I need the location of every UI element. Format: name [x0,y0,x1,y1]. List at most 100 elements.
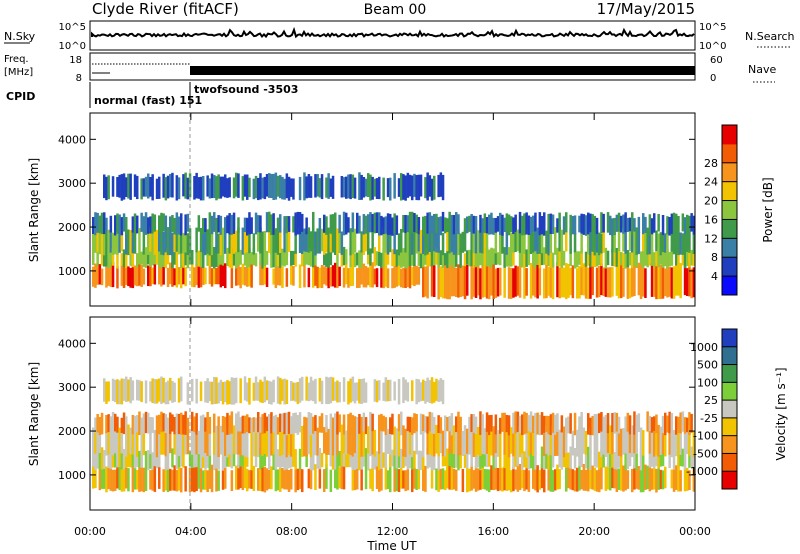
data-cell [243,231,247,254]
data-cell [191,451,194,469]
data-cell [171,469,174,491]
data-cell [690,446,693,468]
data-cell [415,430,418,455]
data-cell [393,229,396,255]
data-cell [215,252,218,268]
data-cell [582,464,586,491]
data-cell [186,382,190,405]
data-cell [331,214,335,235]
data-cell [600,263,603,296]
data-cell [177,216,181,235]
data-cell [556,218,559,233]
data-cell [677,464,680,492]
data-cell [303,416,306,431]
data-cell [534,451,537,470]
data-cell [327,246,330,268]
data-cell [279,413,282,432]
data-cell [668,267,671,297]
data-cell [309,413,313,436]
data-cell [221,448,225,471]
data-cell [285,173,289,199]
data-cell [279,175,282,199]
data-cell [206,229,209,254]
data-cell [679,412,682,434]
data-cell [345,249,348,265]
data-cell [494,227,498,254]
data-cell [276,417,280,435]
data-cell [261,446,264,468]
data-cell [118,214,121,233]
data-cell [237,248,240,266]
data-cell [525,268,528,296]
data-cell [285,448,289,470]
data-cell [162,213,165,232]
data-cell [488,469,491,493]
velocity-data [92,376,696,493]
data-cell [512,412,515,434]
data-cell [336,466,339,490]
data-cell [367,448,370,471]
data-cell [648,465,652,492]
data-cell [653,213,656,233]
data-cell [217,233,220,254]
data-cell [483,469,487,490]
data-cell [527,229,531,254]
data-cell [215,176,218,201]
data-cell [125,228,128,255]
data-cell [461,231,465,253]
data-cell [536,249,539,265]
data-cell [529,411,533,433]
data-cell [364,417,368,435]
data-cell [219,232,223,256]
data-cell [441,379,445,405]
data-cell [195,450,198,468]
data-cell [272,213,275,235]
data-cell [221,382,225,405]
data-cell [580,412,583,435]
data-cell [657,263,660,299]
data-cell [556,413,559,432]
data-cell [358,267,361,288]
data-cell [307,412,311,432]
data-cell [571,430,575,456]
data-cell [325,216,328,235]
data-cell [675,263,678,296]
data-cell [131,216,135,233]
data-cell [644,464,647,490]
data-cell [281,447,284,468]
data-cell [182,448,185,468]
data-cell [648,451,652,468]
data-cell [485,424,489,454]
data-cell [441,232,445,256]
data-cell [437,425,440,457]
data-cell [430,412,434,434]
data-cell [373,268,377,285]
data-cell [265,380,269,401]
data-cell [100,253,104,266]
data-cell [606,212,610,233]
data-cell [193,176,196,200]
data-cell [510,267,513,299]
data-cell [164,215,168,234]
data-cell [235,250,238,269]
data-cell [683,233,687,254]
data-cell [527,470,531,492]
data-cell [499,424,502,455]
data-cell [144,176,148,197]
data-cell [659,469,663,490]
data-cell [628,425,632,454]
data-cell [230,228,234,254]
data-cell [459,428,462,456]
data-cell [243,431,247,457]
data-cell [336,251,339,267]
data-cell [342,425,346,454]
data-cell [356,465,359,490]
data-cell [573,249,577,269]
data-cell [670,431,674,458]
data-cell [507,267,511,299]
data-cell [686,430,689,455]
data-cell [459,416,462,433]
data-cell [551,470,555,492]
data-cell [551,450,555,468]
data-cell [169,262,172,285]
